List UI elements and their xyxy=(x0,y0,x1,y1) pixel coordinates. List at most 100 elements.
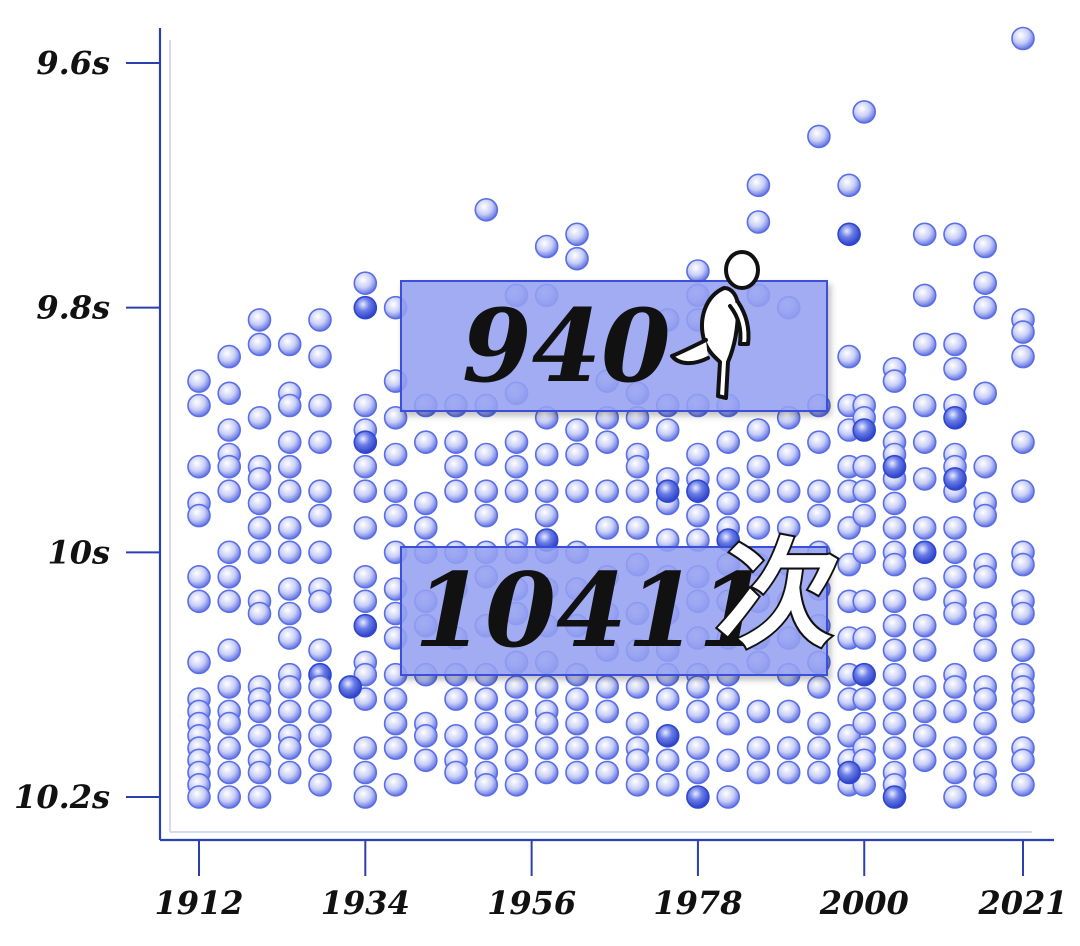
data-point xyxy=(217,344,241,369)
data-point-highlighted xyxy=(655,479,680,504)
data-point xyxy=(308,699,332,724)
data-point xyxy=(187,785,211,809)
y-tick-label: 9.6s xyxy=(36,44,110,82)
data-point xyxy=(444,430,468,455)
x-tick-label: 1956 xyxy=(487,884,576,922)
data-point xyxy=(776,699,801,724)
data-point xyxy=(1011,320,1035,344)
data-point xyxy=(247,699,272,724)
data-point xyxy=(504,430,529,455)
data-point xyxy=(413,748,438,773)
data-point xyxy=(716,785,741,809)
data-point xyxy=(247,723,272,748)
data-point xyxy=(413,491,438,516)
data-point xyxy=(277,699,302,724)
data-point xyxy=(912,748,937,773)
data-point xyxy=(217,675,241,699)
data-point xyxy=(655,723,680,748)
data-point xyxy=(565,246,589,271)
data-point xyxy=(187,503,211,528)
data-point xyxy=(807,503,831,528)
data-point xyxy=(565,479,589,504)
data-point xyxy=(353,760,378,785)
x-tick-label: 1934 xyxy=(321,884,410,922)
overlay-number-top: 940 xyxy=(462,287,671,405)
data-point xyxy=(565,222,589,247)
data-point xyxy=(534,442,559,467)
data-point xyxy=(716,491,741,516)
data-point xyxy=(247,491,272,516)
data-point xyxy=(247,467,272,491)
data-point xyxy=(882,638,907,663)
data-point xyxy=(277,454,302,479)
overlay-number-bottom: 10411 xyxy=(414,551,769,671)
data-point xyxy=(474,772,499,797)
data-point xyxy=(625,479,650,504)
data-point xyxy=(187,454,211,479)
data-point xyxy=(187,369,211,393)
data-point xyxy=(308,675,332,699)
data-point xyxy=(852,662,877,687)
data-point xyxy=(187,564,211,589)
data-point-highlighted xyxy=(338,675,363,699)
data-point xyxy=(308,430,332,455)
data-point xyxy=(943,675,967,699)
data-point xyxy=(943,785,967,809)
data-point xyxy=(504,454,529,479)
data-point xyxy=(383,772,408,797)
data-point xyxy=(912,699,937,724)
data-point-highlighted xyxy=(686,479,710,504)
data-point xyxy=(247,308,272,332)
data-point xyxy=(655,772,680,797)
data-point xyxy=(686,785,710,809)
data-point xyxy=(882,516,907,540)
data-point xyxy=(852,454,877,479)
data-point xyxy=(625,675,650,699)
data-point xyxy=(565,760,589,785)
data-point xyxy=(217,711,241,736)
data-point xyxy=(565,442,589,467)
data-point xyxy=(383,503,408,528)
data-point xyxy=(912,222,937,247)
data-point xyxy=(353,454,378,479)
data-point xyxy=(807,736,831,760)
data-point xyxy=(655,748,680,773)
data-point xyxy=(746,418,771,442)
data-point xyxy=(308,308,332,332)
data-point xyxy=(973,772,998,797)
data-point xyxy=(413,430,438,455)
data-point xyxy=(474,736,499,760)
data-points xyxy=(187,26,1035,809)
data-point xyxy=(353,393,378,418)
data-point xyxy=(625,711,650,736)
data-point xyxy=(474,442,499,467)
sprinter-figure-icon xyxy=(670,250,760,400)
data-point-highlighted xyxy=(837,760,861,785)
data-point xyxy=(746,210,771,234)
data-point xyxy=(217,638,241,663)
data-point xyxy=(383,736,408,760)
data-point xyxy=(882,662,907,687)
data-point xyxy=(882,589,907,614)
data-point xyxy=(1011,552,1035,577)
data-point xyxy=(247,516,272,540)
data-point xyxy=(776,479,801,504)
data-point-highlighted xyxy=(943,405,967,430)
x-tick-label: 2021 xyxy=(977,884,1067,922)
data-point xyxy=(912,467,937,491)
data-point xyxy=(565,711,589,736)
data-point xyxy=(217,785,241,809)
data-point xyxy=(217,540,241,565)
data-point xyxy=(973,564,998,589)
data-point xyxy=(353,613,378,638)
data-point xyxy=(716,711,741,736)
data-point xyxy=(625,516,650,540)
data-point xyxy=(852,711,877,736)
data-point xyxy=(882,736,907,760)
data-point xyxy=(444,479,468,504)
data-point xyxy=(912,332,937,357)
data-point xyxy=(943,699,967,724)
data-point xyxy=(807,430,831,455)
data-point xyxy=(1011,638,1035,663)
data-point xyxy=(534,675,559,699)
